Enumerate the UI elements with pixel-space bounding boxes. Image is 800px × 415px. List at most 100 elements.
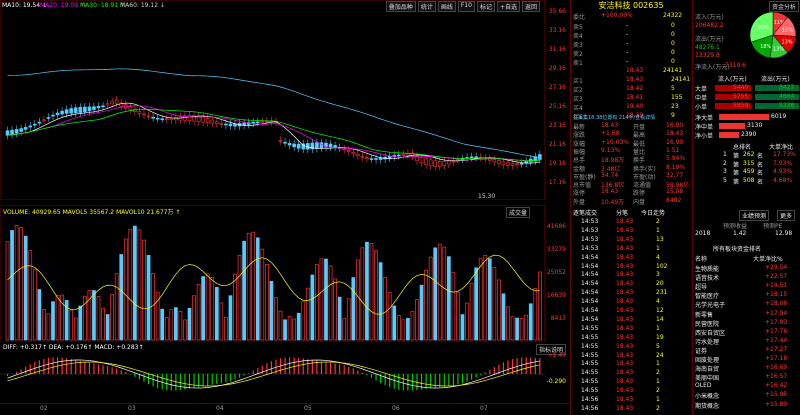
ma-line <box>7 109 540 161</box>
volume-bar <box>246 232 251 341</box>
pie-label: 11% <box>774 20 785 26</box>
tick-volume: 13 <box>656 235 664 243</box>
candle-body <box>92 106 96 110</box>
sector-ratio: +16.60 <box>765 364 788 372</box>
volume-bar <box>537 271 542 341</box>
rank-ming: 名 <box>757 170 764 177</box>
volume-bar <box>251 231 256 341</box>
volume-pane[interactable]: VOLUME: 40929.65 MAVOL5 35567.2 MAVOL10 … <box>0 204 570 343</box>
size-in-bar <box>715 103 751 109</box>
sector-name[interactable]: 海南自贸 <box>695 366 720 374</box>
sector-ratio: +19.51 <box>765 282 788 290</box>
ticks-tab-split[interactable]: 分笔 <box>616 210 629 217</box>
tick-time: 14:55 <box>581 360 599 368</box>
tick-time: 14:55 <box>581 351 599 359</box>
volume-bar <box>78 305 83 341</box>
volume-bar <box>510 316 515 341</box>
macd-help-button[interactable]: 指标说明 <box>535 344 566 355</box>
candle-body <box>215 121 219 124</box>
sector-name[interactable]: 污水处理 <box>695 338 720 346</box>
sector-title: 所有板块资金排名 <box>713 246 762 253</box>
quote-value: 18.43 <box>601 188 619 196</box>
sector-name[interactable]: 语音技术 <box>695 275 720 283</box>
tool-mark[interactable]: 标记 <box>476 1 495 12</box>
tick-time: 14:54 <box>581 315 599 323</box>
tick-time: 14:54 <box>581 262 599 270</box>
sector-ratio: +17.18 <box>765 355 788 362</box>
sector-name[interactable]: 新零售 <box>695 311 714 319</box>
volume-bar <box>205 273 210 341</box>
forecast-button[interactable]: 业绩预测 <box>739 210 770 221</box>
candle-body <box>396 154 401 157</box>
volume-tick: 41686 <box>546 223 566 230</box>
size-out-bar <box>755 94 799 100</box>
buy-level: 买5 <box>573 114 583 121</box>
candle-body <box>224 123 228 126</box>
volume-bar <box>283 319 287 341</box>
sector-name[interactable]: 固废处理 <box>695 357 720 364</box>
candle-body <box>96 106 101 109</box>
rank-ratio: 4.93% <box>773 168 793 175</box>
sector-name[interactable]: 西安自贸区 <box>695 329 726 337</box>
legend-ma20: MA20: 19.09 ↑ <box>40 2 85 9</box>
rank-ming: 名 <box>757 153 764 160</box>
quote-label: 换手(实) <box>633 165 656 173</box>
tool-stats[interactable]: 统计 <box>417 1 436 12</box>
sector-name[interactable]: 期货概念 <box>695 402 720 410</box>
weibi-label: 委比 <box>573 14 586 21</box>
low-price-label: 15.30 <box>478 193 495 200</box>
sector-name[interactable]: OLED <box>695 382 712 390</box>
sector-name[interactable]: 小米概念 <box>695 393 720 401</box>
sector-name[interactable]: 民营医院 <box>695 320 720 328</box>
tool-draw[interactable]: 画线 <box>437 1 456 12</box>
volume-bar <box>415 299 419 341</box>
candle-body <box>201 116 205 123</box>
tool-f10[interactable]: F10 <box>457 1 475 12</box>
ticks-tab-trend[interactable]: 今日走势 <box>641 210 666 217</box>
volume-button[interactable]: 成交量 <box>505 207 530 218</box>
sector-name[interactable]: 美丽中国 <box>695 375 720 383</box>
volume-bar <box>469 282 474 341</box>
rank-day: 1 <box>723 151 727 158</box>
candle-body <box>42 119 46 122</box>
macd-pane[interactable]: DIFF: +0.317↑ DEA: +0.176↑ MACD: +0.283↑… <box>0 342 570 402</box>
forecast-more-button[interactable]: 更多 <box>777 210 796 221</box>
sector-name[interactable]: 智能医疗 <box>695 293 720 301</box>
sector-name[interactable]: 证券 <box>695 347 708 355</box>
candle-body <box>428 159 433 167</box>
size-out: 3427 <box>779 84 795 91</box>
sell-price: - <box>626 22 629 29</box>
fund-flow-item: 13329.8 <box>695 52 720 59</box>
volume-bar <box>19 227 23 341</box>
candle-body <box>160 118 164 121</box>
buy-level: 买2 <box>573 87 583 94</box>
pie-label: 30% <box>758 25 769 31</box>
quote-label: 总市值 <box>573 182 592 190</box>
candle-body <box>346 150 351 153</box>
fund-analysis-tab[interactable]: 资金分析 <box>768 1 799 12</box>
sell-price: - <box>626 49 629 56</box>
buy-volume: 155 <box>671 94 683 101</box>
volume-bar <box>73 317 78 341</box>
candle-body <box>447 160 451 165</box>
ticks-tab-detail[interactable]: 逐笔成交 <box>573 210 598 217</box>
candle-body <box>228 123 233 127</box>
quote-label: 量比 <box>633 148 646 156</box>
volume-bar <box>451 271 456 341</box>
sector-name[interactable]: 光学光电子 <box>695 302 726 310</box>
kline-pane[interactable]: 15.30S MA10: 19.54 ↓ MA20: 19.09 ↑ MA30:… <box>0 0 570 207</box>
tool-back[interactable]: 返回 <box>521 1 540 12</box>
sector-name[interactable]: 超导 <box>695 284 708 292</box>
buy-price: 18.40 <box>626 103 644 110</box>
sector-name[interactable]: 生物质能 <box>695 266 720 273</box>
net-value: 3130 <box>747 122 763 129</box>
tool-add-fav[interactable]: +自选 <box>496 1 520 12</box>
tick-volume: 2 <box>656 369 660 377</box>
quote-label: 流通值 <box>633 182 652 190</box>
fund-flow-item: 48276.1 <box>695 44 720 51</box>
quote-notice[interactable]: 在采集18.38位置有 214手/查看详情 <box>573 115 656 121</box>
ma-line <box>7 102 540 164</box>
volume-bar <box>187 308 192 341</box>
candle-body <box>324 142 328 148</box>
tool-overlay[interactable]: 叠加品种 <box>385 1 416 12</box>
